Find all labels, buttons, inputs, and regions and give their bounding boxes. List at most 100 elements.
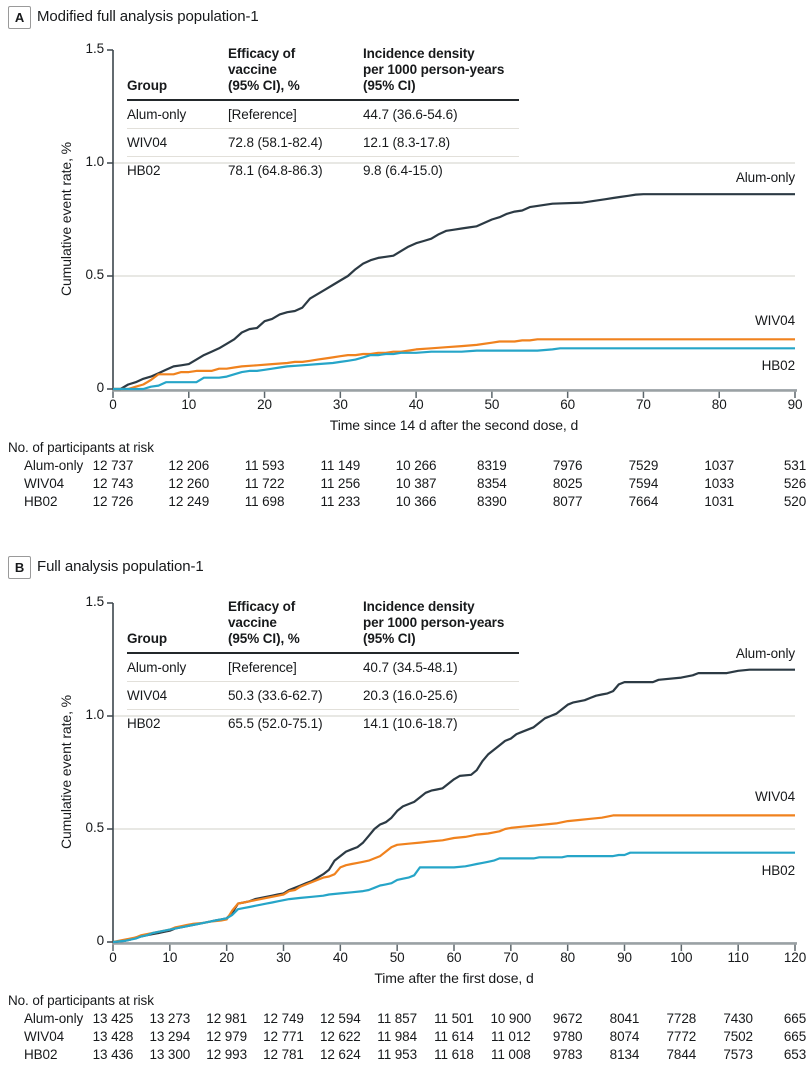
panel-a-inset-table-cell: 78.1 (64.8-86.3) [228,163,323,178]
panel-b-x-tick-label: 80 [560,950,576,965]
panel-a-y-tick-label: 1.5 [85,41,105,56]
panel-a-inset-table-cell: 44.7 (36.6-54.6) [363,101,519,129]
panel-a-inset-table-header: Incidence density per 1000 person-years … [363,46,519,101]
panel-a-curve-label-hb02: HB02 [761,358,795,374]
panel-b-inset-table-cell: 20.3 (16.0-25.6) [363,682,519,710]
panel-b-at-risk-value: 9780 [552,1029,583,1044]
panel-a-at-risk-value: 12 743 [92,476,134,491]
panel-b-at-risk-value: 9672 [552,1011,583,1026]
panel-a-at-risk-value: 7529 [628,458,659,473]
panel-a-at-risk-value: 8354 [477,476,507,491]
panel-a-x-axis-title: Time since 14 d after the second dose, d [329,417,579,433]
panel-a-y-tick-label: 1.0 [85,154,105,169]
panel-a-y-tick-label: 0 [96,380,105,395]
panel-b-inset-table-cell: HB02 [127,716,161,731]
panel-a-at-risk-value: 520 [783,494,807,509]
panel-b-inset-table: Group Efficacy of vaccine (95% CI), % Inci… [127,599,519,737]
panel-a-at-risk-value: 11 149 [320,458,361,473]
panel-a-x-tick-label: 70 [636,397,651,412]
panel-b-at-risk-value: 7772 [666,1029,697,1044]
panel-a-x-tick-label: 90 [787,397,803,412]
panel-b-at-risk-value: 7573 [723,1047,753,1062]
panel-b-curve-hb02 [112,851,795,944]
panel-b-inset-table-cell: Alum-only [127,654,228,682]
panel-b-at-risk-value: 13 300 [149,1047,191,1062]
panel-a-curve-alum [113,193,795,391]
panel-a-x-tick-label: 50 [484,397,500,412]
panel-b-at-risk-value: 665 [783,1029,807,1044]
panel-b-at-risk-value: 7728 [666,1011,697,1026]
panel-b-inset-table-header: Group [127,599,228,654]
panel-b-y-tick-label: 1.0 [85,707,105,722]
panel-b-y-axis-title: Cumulative event rate, % [58,695,74,850]
panel-b-at-risk-value: 665 [783,1011,807,1026]
panel-a-at-risk-value: 10 366 [395,494,437,509]
panel-b-curve-label-hb02: HB02 [761,862,795,878]
panel-a-inset-table-cell: 72.8 (58.1-82.4) [228,129,363,157]
panel-a-inset-table-cell: 12.1 (8.3-17.8) [363,129,519,157]
panel-a-at-risk-title: No. of participants at risk [8,440,154,455]
panel-b-x-tick-label: 100 [670,950,693,965]
panel-b-at-risk-value: 7502 [723,1029,753,1044]
panel-b-at-risk-row-label: HB02 [24,1047,58,1062]
panel-b-x-tick-label: 50 [389,950,405,965]
panel-a-x-tick-label: 60 [560,397,576,412]
panel-b-at-risk-value: 11 501 [434,1011,474,1026]
panel-a-at-risk-row-label: Alum-only [24,458,84,473]
panel-a-at-risk-value: 8390 [477,494,507,509]
panel-b-y-tick-label: 1.5 [85,594,105,609]
panel-b-x-tick-label: 90 [617,950,632,965]
panel-a-at-risk-value: 12 249 [168,494,210,509]
panel-a-at-risk-row-label: HB02 [24,494,58,509]
panel-a-at-risk-value: 12 206 [168,458,210,473]
panel-a-curve-hb02 [113,347,795,391]
panel-a-x-tick-label: 30 [332,397,348,412]
panel-b-at-risk-value: 13 436 [92,1047,134,1062]
panel-a-curve-label-wiv04: WIV04 [754,313,795,329]
panel-a-at-risk-value: 12 737 [92,458,134,473]
panel-a-at-risk-value: 1037 [704,458,735,473]
panel-b-at-risk-value: 12 749 [263,1011,304,1026]
panel-b-at-risk-row-label: Alum-only [24,1011,84,1026]
panel-a-at-risk-value: 12 726 [92,494,134,509]
panel-b-curve-wiv04 [112,814,795,944]
panel-b-x-axis-title: Time after the first dose, d [374,970,534,986]
panel-a-at-risk-value: 7976 [552,458,583,473]
panel-b-x-tick-label: 30 [276,950,291,965]
panel-b-at-risk-value: 7430 [723,1011,753,1026]
panel-a-title: Modified full analysis population-1 [37,8,259,25]
panel-b-at-risk-value: 11 953 [377,1047,417,1062]
panel-a-at-risk-value: 11 256 [320,476,361,491]
panel-a-inset-table-cell: WIV04 [127,129,228,157]
panel-b-inset-table-cell: 40.7 (34.5-48.1) [363,654,519,682]
panel-b-at-risk-value: 13 428 [92,1029,134,1044]
panel-b-at-risk-value: 13 425 [92,1011,134,1026]
panel-a-at-risk-value: 10 266 [395,458,437,473]
panel-b-at-risk-value: 11 012 [490,1029,531,1044]
panel-b-at-risk-value: 11 984 [377,1029,417,1044]
panel-b-inset-table-cell: WIV04 [127,682,228,710]
panel-b-at-risk-value: 8041 [609,1011,640,1026]
panel-b-label: B [8,556,31,579]
panel-a-inset-table-cell: Alum-only [127,101,228,129]
panel-b-at-risk-value: 13 294 [149,1029,191,1044]
panel-a-x-tick-label: 0 [109,397,117,412]
panel-b-x-tick-label: 110 [727,950,749,965]
panel-b-x-tick-label: 20 [219,950,235,965]
panel-a-inset-table-cell: 9.8 (6.4-15.0) [363,163,443,178]
panel-a-inset-table-cell: HB02 [127,163,161,178]
panel-b-inset-table-header: Efficacy of vaccine (95% CI), % [228,599,363,654]
panel-b-at-risk-value: 8074 [609,1029,640,1044]
panel-a-at-risk-value: 1033 [704,476,735,491]
panel-b-inset-table-cell: 65.5 (52.0-75.1) [228,716,323,731]
panel-b-x-tick-label: 70 [503,950,519,965]
panel-b-at-risk-value: 11 008 [490,1047,531,1062]
panel-a-at-risk-value: 7594 [628,476,659,491]
panel-a-at-risk-value: 12 260 [168,476,210,491]
panel-a-at-risk-value: 7664 [628,494,659,509]
panel-b-y-tick-label: 0 [96,933,105,948]
panel-b-at-risk-value: 12 979 [206,1029,247,1044]
panel-b-at-risk-value: 7844 [666,1047,697,1062]
panel-a-at-risk-value: 531 [783,458,807,473]
